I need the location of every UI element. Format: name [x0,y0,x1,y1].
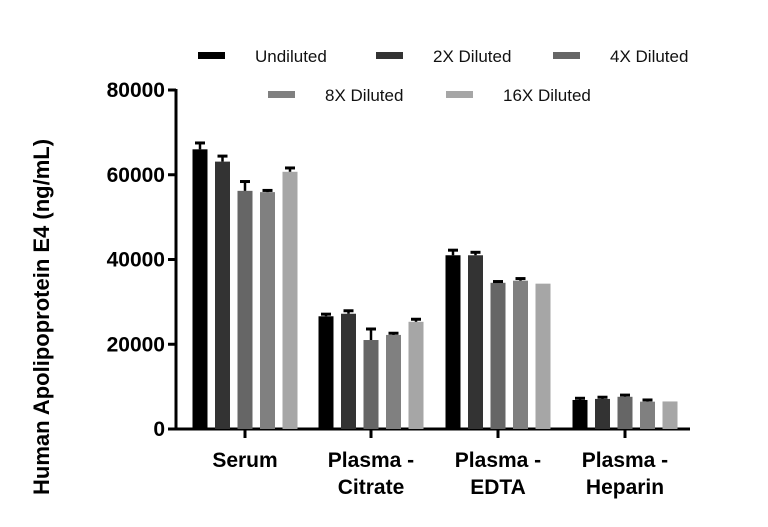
legend: Undiluted 2X Diluted 4X Diluted 8X Diluted 1… [198,47,688,105]
bar [468,255,483,429]
y-tick-label: 80000 [107,79,165,102]
bar [386,334,401,429]
bar [282,171,298,429]
bar [318,316,334,429]
legend-label: Undiluted [255,47,327,66]
legend-swatch [446,91,473,98]
y-axis-label: Human Apolipoprotein E4 (ng/mL) [29,139,54,495]
category-labels: Serum Plasma - Citrate Plasma - EDTA Plasma -… [212,449,668,499]
bar [408,321,424,429]
bar [215,161,230,429]
bar [445,255,461,429]
category-label: Citrate [338,476,405,499]
legend-swatch [376,52,403,59]
bar [662,401,678,429]
category-label: Heparin [586,476,664,499]
bar [535,283,551,429]
bar [363,340,379,429]
bar [640,401,655,429]
category-label: Serum [212,449,277,472]
axes: 0 20000 40000 60000 80000 [107,79,690,441]
legend-label: 16X Diluted [503,86,591,105]
y-tick-label: 0 [153,418,165,441]
bar [341,313,356,429]
legend-label: 2X Diluted [433,47,511,66]
y-tick-label: 60000 [107,164,165,187]
category-label: EDTA [470,476,526,499]
bars [192,141,678,429]
bar [617,396,633,429]
legend-swatch [198,52,225,59]
category-label: Plasma - [455,449,541,472]
category-label: Plasma - [582,449,668,472]
bar [260,192,275,429]
y-tick-label: 40000 [107,249,165,272]
legend-label: 8X Diluted [325,86,403,105]
legend-swatch [268,91,295,98]
bar [192,149,208,429]
legend-label: 4X Diluted [610,47,688,66]
bar [572,399,588,429]
category-label: Plasma - [328,449,414,472]
bar [513,280,528,429]
legend-swatch [553,52,580,59]
bar [490,282,506,429]
bar [237,190,253,429]
bar [595,398,610,429]
y-tick-label: 20000 [107,333,165,356]
